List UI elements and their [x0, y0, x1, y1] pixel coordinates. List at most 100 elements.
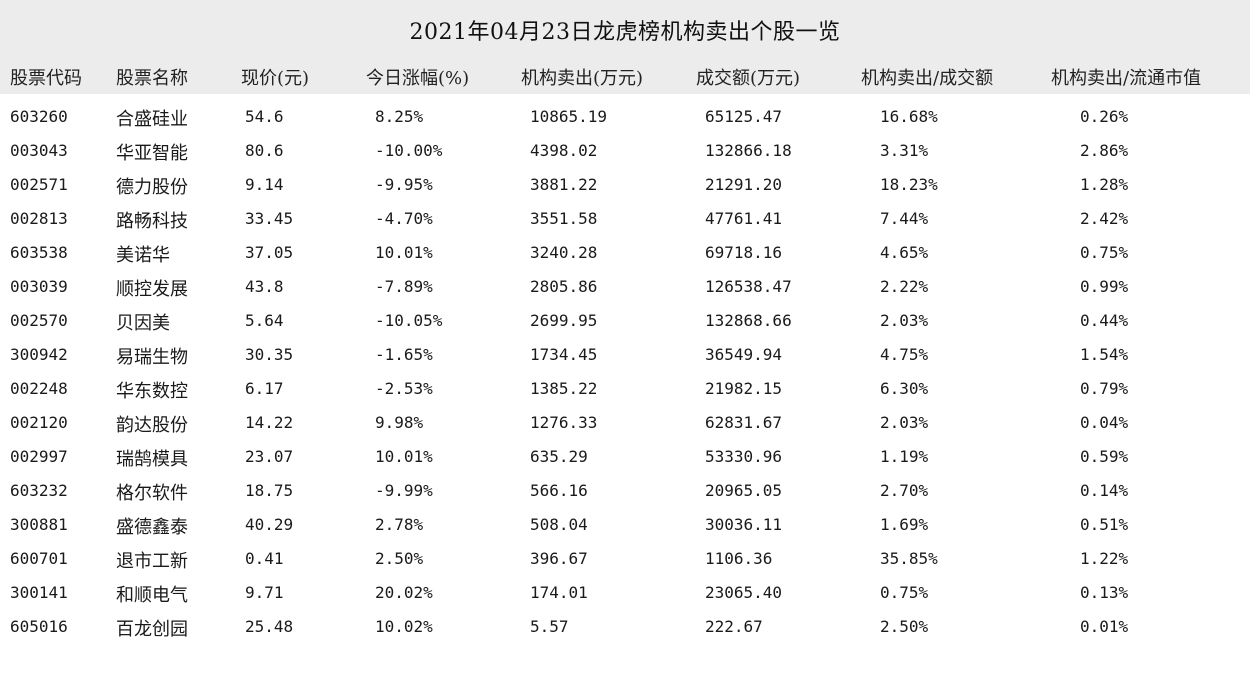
- table-row: 002997 瑞鹄模具 23.07 10.01% 635.29 53330.96 1.19%…: [0, 441, 1250, 475]
- table-title: 2021年04月23日龙虎榜机构卖出个股一览: [409, 20, 841, 45]
- cell-code: 002813: [10, 209, 68, 228]
- cell-code: 603260: [10, 107, 68, 126]
- cell-sell-turnover-ratio: 18.23%: [880, 175, 938, 194]
- cell-name: 百龙创园: [116, 619, 188, 640]
- cell-turnover: 222.67: [705, 617, 763, 636]
- cell-sell-float-ratio: 0.14%: [1080, 481, 1129, 500]
- cell-price: 54.6: [245, 107, 284, 126]
- cell-price: 30.35: [245, 345, 294, 364]
- cell-price: 9.14: [245, 175, 284, 194]
- table-row: 300942 易瑞生物 30.35 -1.65% 1734.45 36549.94 4.75…: [0, 339, 1250, 373]
- cell-inst-sell: 3240.28: [530, 243, 598, 262]
- cell-name: 顺控发展: [116, 279, 188, 300]
- cell-price: 43.8: [245, 277, 284, 296]
- cell-price: 37.05: [245, 243, 294, 262]
- cell-inst-sell: 2805.86: [530, 277, 598, 296]
- cell-sell-float-ratio: 0.44%: [1080, 311, 1129, 330]
- cell-turnover: 69718.16: [705, 243, 783, 262]
- cell-sell-turnover-ratio: 2.03%: [880, 413, 929, 432]
- cell-change: 10.01%: [375, 447, 433, 466]
- cell-price: 9.71: [245, 583, 284, 602]
- cell-sell-float-ratio: 0.79%: [1080, 379, 1129, 398]
- cell-sell-float-ratio: 2.86%: [1080, 141, 1129, 160]
- cell-code: 002571: [10, 175, 68, 194]
- cell-name: 德力股份: [116, 177, 188, 198]
- cell-sell-turnover-ratio: 2.22%: [880, 277, 929, 296]
- column-header-code: 股票代码: [10, 68, 82, 89]
- cell-code: 002997: [10, 447, 68, 466]
- table-row: 603260 合盛硅业 54.6 8.25% 10865.19 65125.47 16.68…: [0, 101, 1250, 135]
- cell-turnover: 21982.15: [705, 379, 783, 398]
- column-header-inst-sell: 机构卖出(万元): [521, 68, 644, 89]
- cell-price: 6.17: [245, 379, 284, 398]
- cell-code: 002120: [10, 413, 68, 432]
- table-row: 300881 盛德鑫泰 40.29 2.78% 508.04 30036.11 1.69% 0…: [0, 509, 1250, 543]
- cell-name: 格尔软件: [116, 483, 188, 504]
- cell-turnover: 30036.11: [705, 515, 783, 534]
- table-row: 003039 顺控发展 43.8 -7.89% 2805.86 126538.47 2.22…: [0, 271, 1250, 305]
- table-row: 603232 格尔软件 18.75 -9.99% 566.16 20965.05 2.70%…: [0, 475, 1250, 509]
- cell-sell-float-ratio: 1.54%: [1080, 345, 1129, 364]
- cell-sell-turnover-ratio: 2.70%: [880, 481, 929, 500]
- table-row: 002571 德力股份 9.14 -9.95% 3881.22 21291.20 18.23…: [0, 169, 1250, 203]
- cell-inst-sell: 508.04: [530, 515, 588, 534]
- cell-turnover: 36549.94: [705, 345, 783, 364]
- cell-sell-float-ratio: 1.22%: [1080, 549, 1129, 568]
- cell-price: 25.48: [245, 617, 294, 636]
- table-row: 603538 美诺华 37.05 10.01% 3240.28 69718.16 4.65%…: [0, 237, 1250, 271]
- cell-sell-float-ratio: 2.42%: [1080, 209, 1129, 228]
- cell-sell-turnover-ratio: 1.69%: [880, 515, 929, 534]
- cell-sell-float-ratio: 0.26%: [1080, 107, 1129, 126]
- cell-code: 603538: [10, 243, 68, 262]
- cell-name: 路畅科技: [116, 211, 188, 232]
- cell-price: 18.75: [245, 481, 294, 500]
- cell-change: -9.95%: [375, 175, 433, 194]
- cell-code: 605016: [10, 617, 68, 636]
- table-header-band: [0, 0, 1250, 94]
- table-row: 600701 退市工新 0.41 2.50% 396.67 1106.36 35.85% 1.…: [0, 543, 1250, 577]
- cell-name: 美诺华: [116, 245, 170, 266]
- cell-change: -1.65%: [375, 345, 433, 364]
- cell-name: 华东数控: [116, 381, 188, 402]
- cell-price: 23.07: [245, 447, 294, 466]
- cell-change: -10.05%: [375, 311, 443, 330]
- cell-sell-turnover-ratio: 35.85%: [880, 549, 938, 568]
- cell-turnover: 47761.41: [705, 209, 783, 228]
- cell-turnover: 65125.47: [705, 107, 783, 126]
- cell-inst-sell: 396.67: [530, 549, 588, 568]
- cell-change: -9.99%: [375, 481, 433, 500]
- cell-inst-sell: 566.16: [530, 481, 588, 500]
- cell-inst-sell: 635.29: [530, 447, 588, 466]
- cell-price: 80.6: [245, 141, 284, 160]
- column-header-change: 今日涨幅(%): [366, 68, 470, 89]
- table-row: 002570 贝因美 5.64 -10.05% 2699.95 132868.66 2.03…: [0, 305, 1250, 339]
- cell-inst-sell: 1385.22: [530, 379, 598, 398]
- cell-inst-sell: 3881.22: [530, 175, 598, 194]
- cell-sell-turnover-ratio: 1.19%: [880, 447, 929, 466]
- cell-inst-sell: 1276.33: [530, 413, 598, 432]
- cell-turnover: 62831.67: [705, 413, 783, 432]
- cell-code: 600701: [10, 549, 68, 568]
- cell-code: 003039: [10, 277, 68, 296]
- cell-change: 10.01%: [375, 243, 433, 262]
- cell-change: -7.89%: [375, 277, 433, 296]
- cell-inst-sell: 2699.95: [530, 311, 598, 330]
- cell-sell-turnover-ratio: 2.03%: [880, 311, 929, 330]
- cell-code: 300141: [10, 583, 68, 602]
- cell-change: 10.02%: [375, 617, 433, 636]
- cell-sell-turnover-ratio: 3.31%: [880, 141, 929, 160]
- cell-sell-float-ratio: 0.51%: [1080, 515, 1129, 534]
- cell-change: -10.00%: [375, 141, 443, 160]
- cell-name: 易瑞生物: [116, 347, 188, 368]
- cell-change: 2.50%: [375, 549, 424, 568]
- cell-sell-turnover-ratio: 16.68%: [880, 107, 938, 126]
- cell-price: 0.41: [245, 549, 284, 568]
- cell-turnover: 23065.40: [705, 583, 783, 602]
- cell-sell-float-ratio: 0.13%: [1080, 583, 1129, 602]
- column-header-turnover: 成交额(万元): [696, 68, 801, 89]
- cell-change: -4.70%: [375, 209, 433, 228]
- cell-code: 300942: [10, 345, 68, 364]
- cell-code: 300881: [10, 515, 68, 534]
- cell-name: 盛德鑫泰: [116, 517, 188, 538]
- cell-turnover: 132866.18: [705, 141, 792, 160]
